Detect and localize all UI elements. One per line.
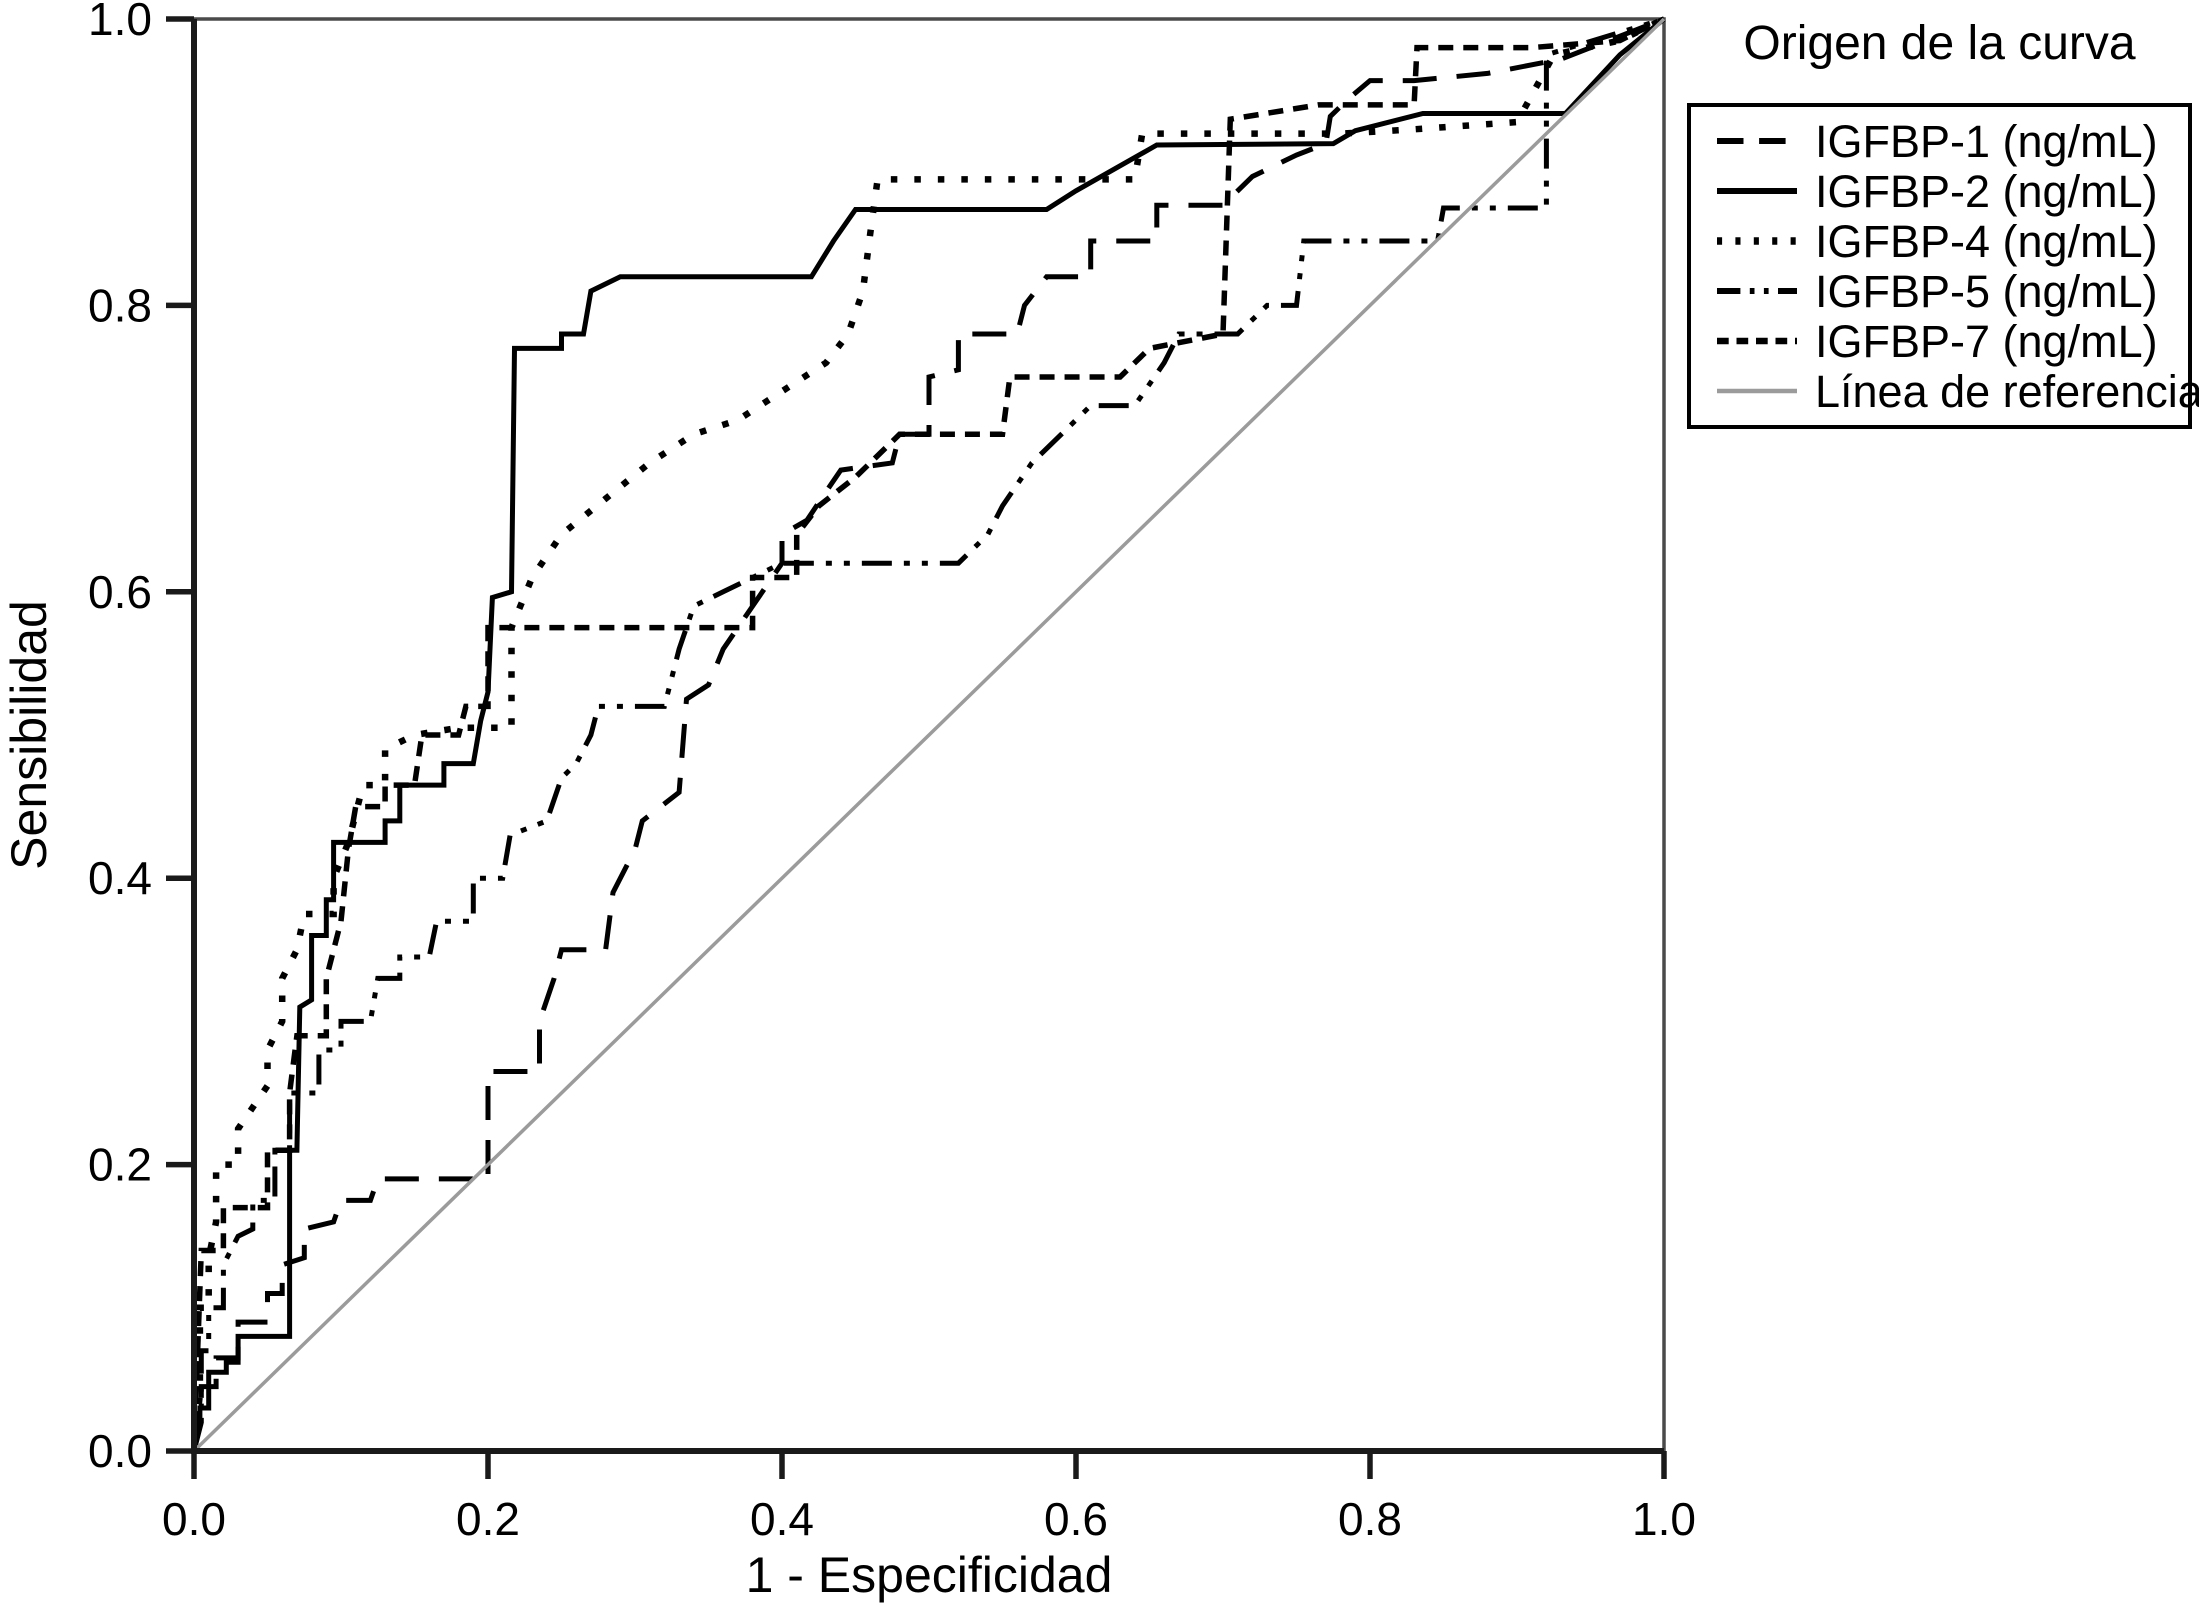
legend-line-sample-icon xyxy=(1717,288,1797,294)
legend-line-sample-icon xyxy=(1717,188,1797,194)
y-tick-label: 1.0 xyxy=(88,0,152,45)
legend-title: Origen de la curva xyxy=(1743,17,2136,70)
y-axis-title: Sensibilidad xyxy=(1,600,57,870)
legend-item-igfbp-2: IGFBP-2 (ng/mL) xyxy=(1715,167,2182,215)
legend-item-reference: Línea de referencia xyxy=(1715,367,2199,415)
tick-labels-layer: 0.0 0.2 0.4 0.6 0.8 1.0 0.0 0.2 0.4 0.6 0.8 1.0 xyxy=(88,0,1696,1545)
legend-item-label: IGFBP-1 (ng/mL) xyxy=(1815,115,2158,167)
legend-item-label: IGFBP-4 (ng/mL) xyxy=(1815,215,2158,267)
legend-item-label: IGFBP-5 (ng/mL) xyxy=(1815,265,2158,317)
legend-item-igfbp-4: IGFBP-4 (ng/mL) xyxy=(1715,217,2182,265)
y-tick-label: 0.0 xyxy=(88,1425,152,1477)
legend-item-label: IGFBP-7 (ng/mL) xyxy=(1815,315,2158,367)
x-tick-label: 0.2 xyxy=(456,1493,520,1545)
curve-igfbp-1 xyxy=(191,16,1665,1452)
y-tick-label: 0.4 xyxy=(88,852,152,904)
legend-item-igfbp-5: IGFBP-5 (ng/mL) xyxy=(1715,267,2182,315)
x-axis-title: 1 - Especificidad xyxy=(746,1547,1113,1603)
curve-reference xyxy=(192,17,1666,1453)
curve-igfbp-4 xyxy=(190,16,1666,1452)
x-tick-label: 1.0 xyxy=(1632,1493,1696,1545)
legend-line-sample-icon xyxy=(1717,237,1797,245)
x-tick-label: 0.4 xyxy=(750,1493,814,1545)
curve-igfbp-2 xyxy=(191,17,1666,1451)
legend-item-igfbp-1: IGFBP-1 (ng/mL) xyxy=(1715,117,2182,165)
legend-item-label: Línea de referencia xyxy=(1815,365,2199,417)
legend-line-sample-icon xyxy=(1717,138,1797,144)
y-tick-label: 0.8 xyxy=(88,279,152,331)
curves-layer xyxy=(190,16,1666,1453)
y-tick-label: 0.2 xyxy=(88,1139,152,1191)
ticks-layer xyxy=(166,16,1667,1479)
x-tick-label: 0.8 xyxy=(1338,1493,1402,1545)
legend-line-sample-icon xyxy=(1717,337,1797,345)
y-tick-label: 0.6 xyxy=(88,566,152,618)
x-tick-label: 0.0 xyxy=(162,1493,226,1545)
curve-igfbp-7 xyxy=(191,16,1666,1452)
legend-item-igfbp-7: IGFBP-7 (ng/mL) xyxy=(1715,317,2182,365)
axes-layer xyxy=(191,19,1664,1454)
legend-line-sample-icon xyxy=(1717,388,1797,394)
x-tick-label: 0.6 xyxy=(1044,1493,1108,1545)
legend-box: IGFBP-1 (ng/mL) IGFBP-2 (ng/mL) IGFBP-4 (n… xyxy=(1687,103,2199,429)
legend-item-label: IGFBP-2 (ng/mL) xyxy=(1815,165,2158,217)
